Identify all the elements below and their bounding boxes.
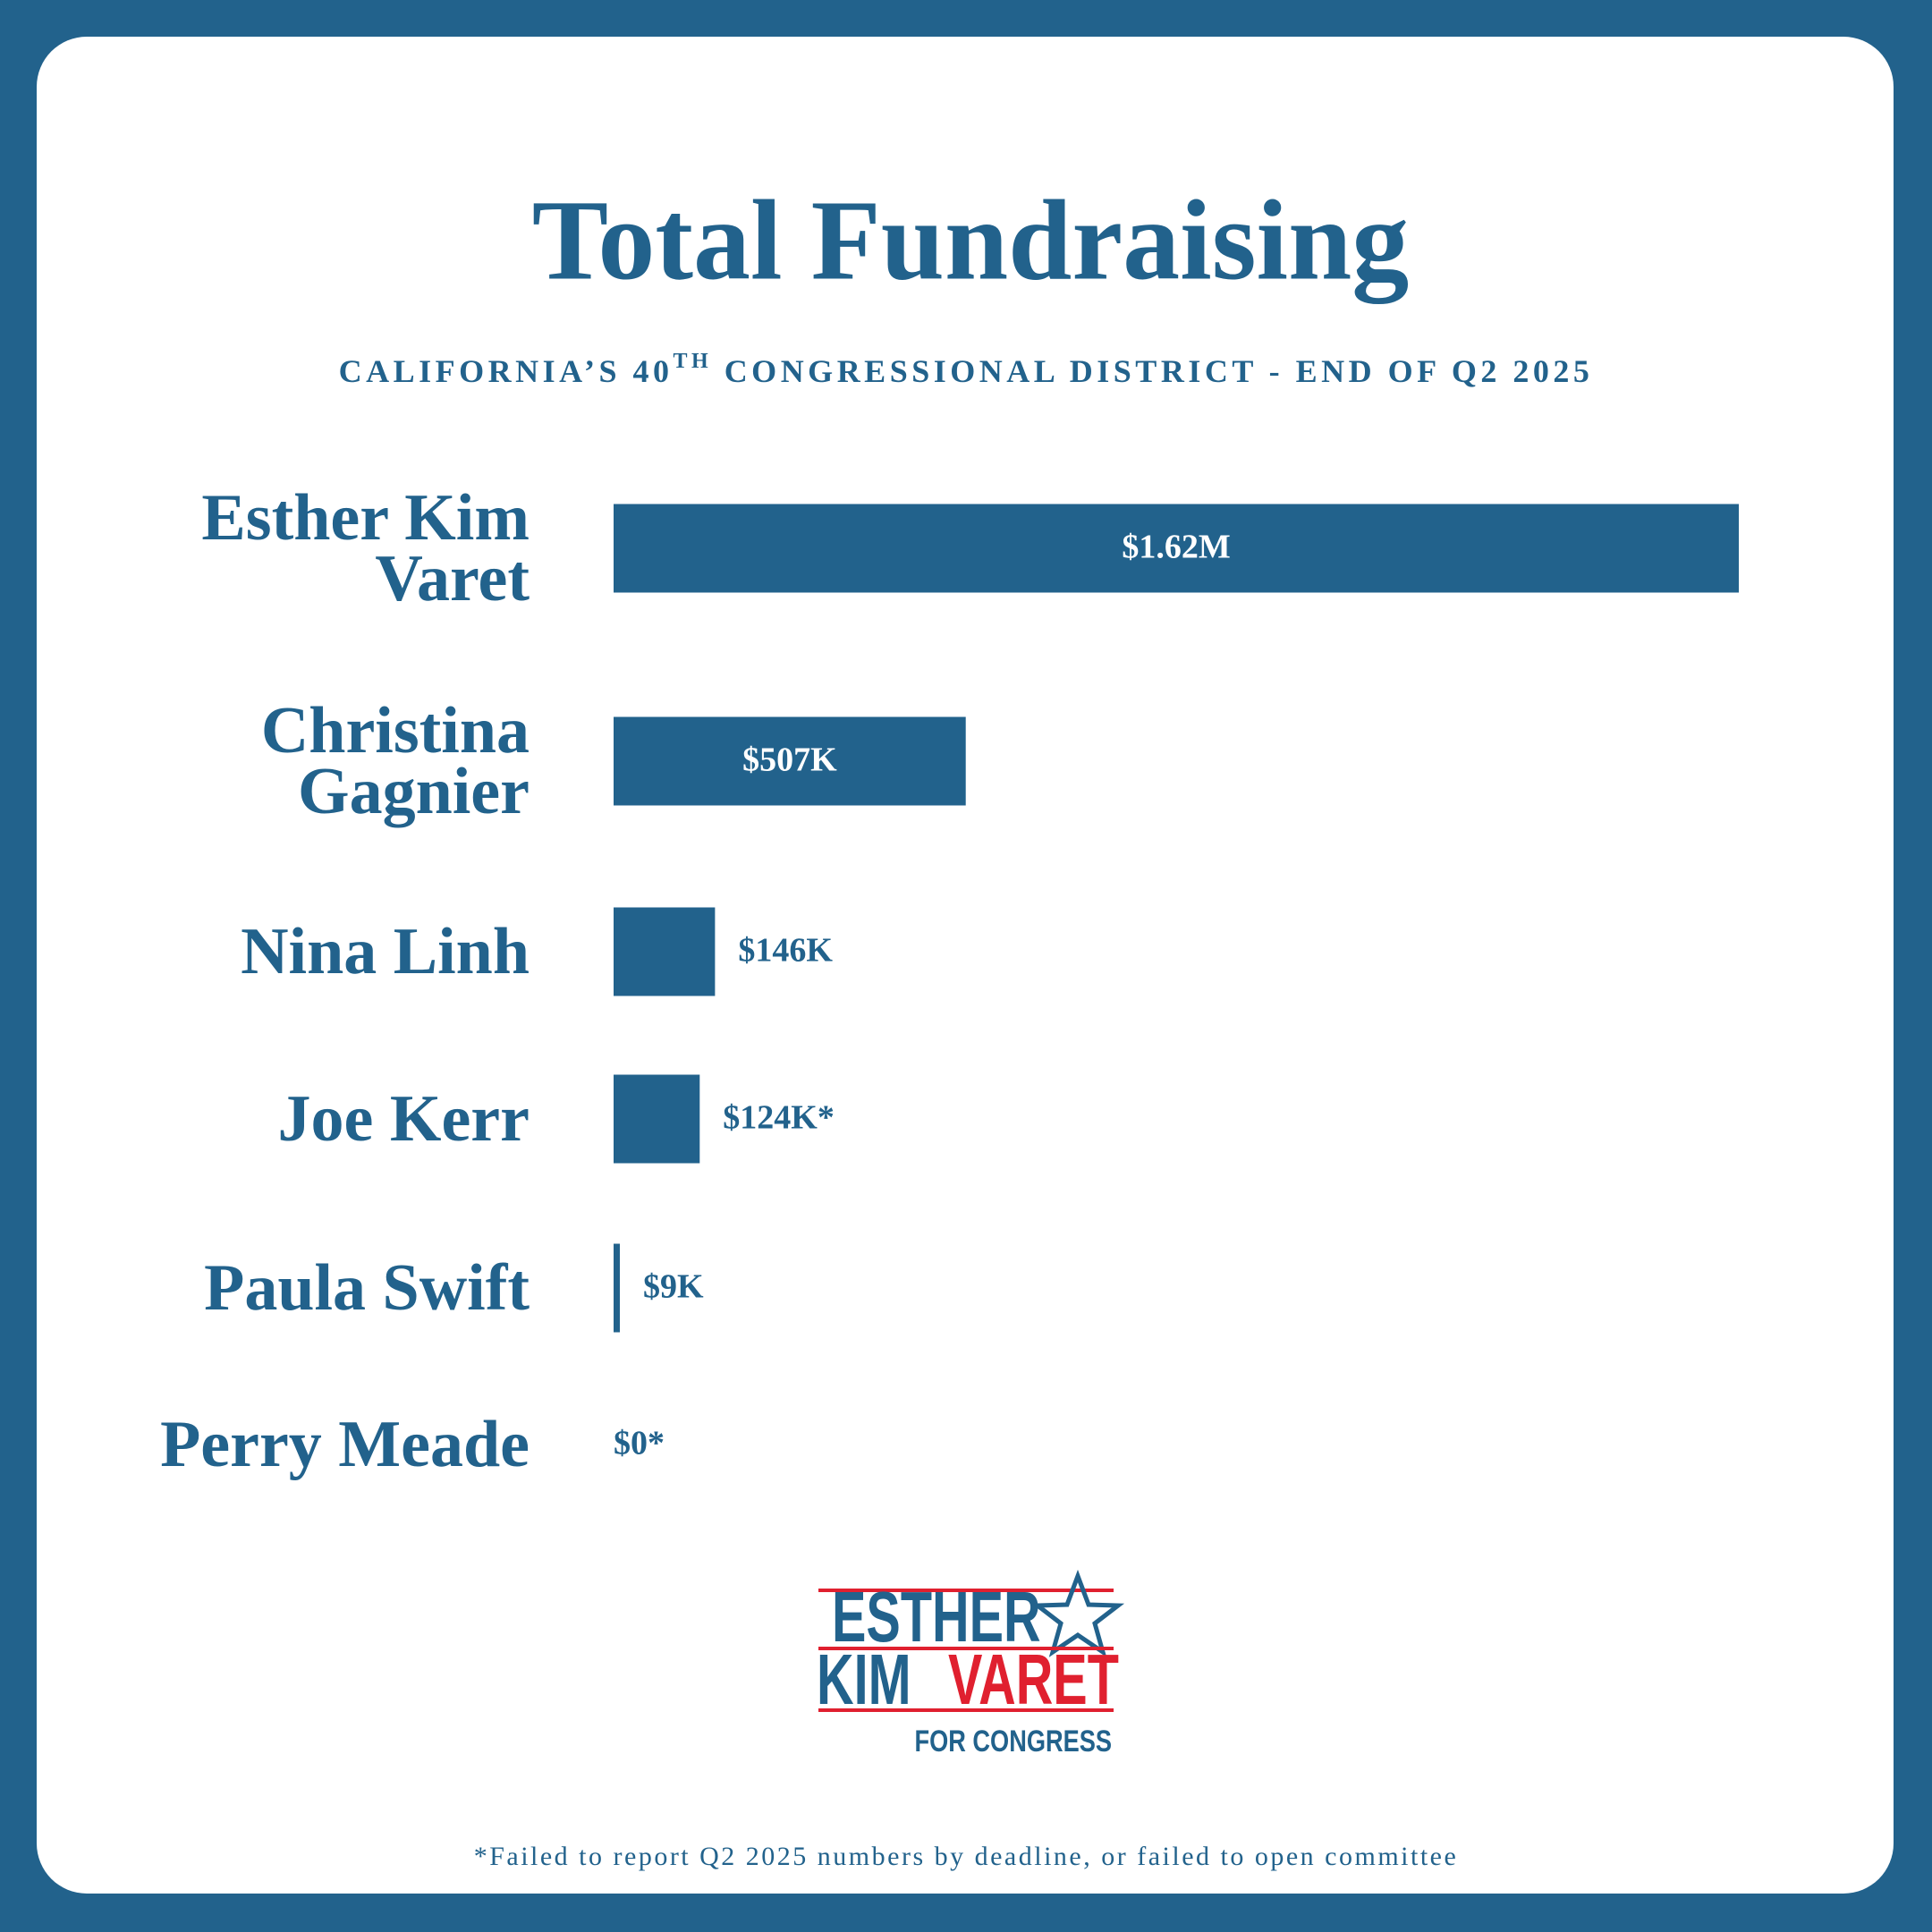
value-label: $9K	[643, 1268, 704, 1306]
footnote: *Failed to report Q2 2025 numbers by dea…	[474, 1842, 1459, 1871]
card	[37, 37, 1894, 1894]
value-label: $124K*	[723, 1099, 835, 1137]
subtitle-part	[712, 353, 724, 389]
value-label: $146K	[738, 932, 833, 970]
logo-last: VARET	[948, 1640, 1119, 1720]
logo-first: ESTHER	[832, 1577, 1041, 1657]
logo-star	[1030, 1569, 1125, 1657]
subtitle-superscript: TH	[674, 350, 713, 373]
bar	[614, 716, 966, 806]
chart-title: Total Fundraising	[532, 176, 1410, 303]
subtitle-part: CALIFORNIA’S 40	[339, 353, 674, 389]
category-label: Christina Gagnier	[260, 694, 530, 828]
bar	[614, 907, 716, 996]
category-label: Esther Kim Varet	[201, 481, 530, 615]
value-label: $0*	[614, 1425, 665, 1462]
chart-subtitle: CALIFORNIA’S 40TH CONGRESSIONAL DISTRICT…	[339, 350, 1594, 390]
value-label: $1.62M	[1122, 529, 1230, 566]
bar	[614, 1243, 620, 1333]
subtitle-part: CONGRESSIONAL DISTRICT - END OF Q2 2025	[724, 353, 1594, 389]
bar	[614, 504, 1739, 593]
category-label: Paula Swift	[204, 1251, 530, 1325]
category-label: Nina Linh	[241, 915, 530, 988]
category-label: Joe Kerr	[277, 1082, 530, 1156]
category-label: Perry Meade	[160, 1408, 530, 1481]
bar	[614, 1074, 700, 1164]
value-label: $507K	[742, 741, 837, 779]
logo-middle: KIM	[817, 1640, 911, 1720]
logo: ESTHER KIM VARET FOR CONGRESS	[817, 1569, 1125, 1758]
logo-tagline: FOR CONGRESS	[915, 1724, 1112, 1758]
